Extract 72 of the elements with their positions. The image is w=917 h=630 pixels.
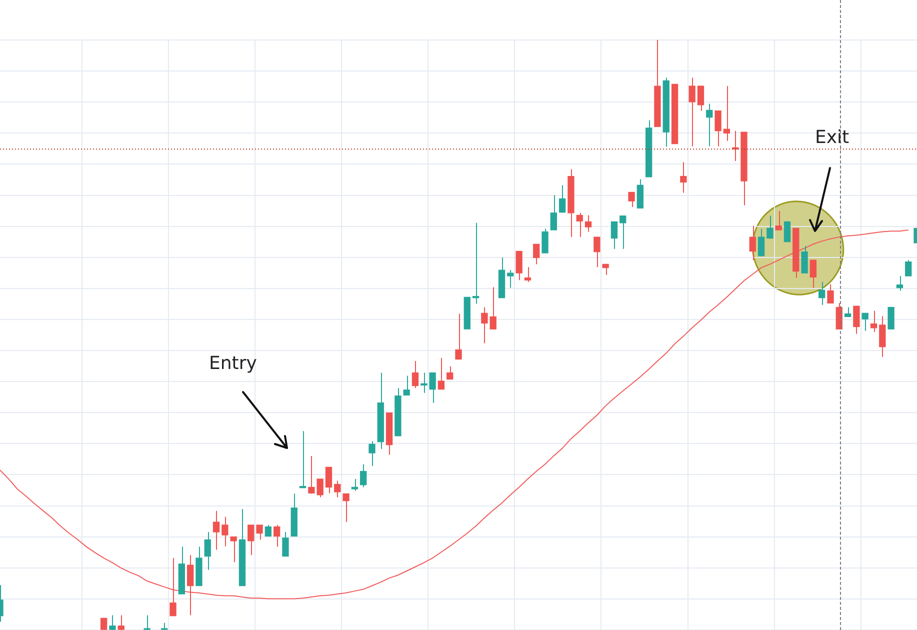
candlestick (299, 430, 306, 488)
candlestick (810, 260, 817, 288)
candlestick (446, 366, 454, 380)
candlestick (256, 524, 263, 540)
candlestick (325, 466, 332, 494)
candlestick (472, 222, 480, 304)
candlestick (594, 236, 600, 268)
candlestick (801, 245, 808, 274)
candlestick (558, 184, 566, 214)
candlestick (628, 192, 635, 208)
candlestick (507, 270, 514, 288)
candlestick (844, 306, 852, 318)
candlestick (212, 510, 220, 550)
candlestick (420, 372, 428, 394)
candlestick (403, 375, 410, 396)
candlestick (584, 214, 592, 232)
candlestick (334, 480, 341, 498)
candlestick (610, 221, 618, 250)
candlestick (429, 372, 436, 404)
candlestick (455, 313, 462, 360)
candlestick (204, 532, 211, 570)
candlestick (481, 306, 488, 344)
candlestick (100, 618, 108, 630)
candlestick (144, 614, 150, 630)
candlestick (723, 86, 730, 142)
candlestick (853, 306, 860, 334)
candlestick (680, 162, 687, 194)
candlestick (818, 281, 826, 306)
candlestick (248, 524, 254, 556)
candlestick (230, 536, 237, 563)
candlestick (697, 86, 704, 112)
annotation: Exit (815, 127, 850, 148)
candlestick (351, 478, 358, 492)
candlestick (274, 524, 280, 548)
candlestick (438, 358, 445, 390)
candlestick (688, 77, 696, 147)
candlestick (533, 244, 540, 265)
candlestick (775, 210, 782, 230)
candlestick (879, 316, 886, 358)
candlestick (862, 312, 868, 332)
candlestick (896, 276, 904, 292)
candlestick (316, 478, 324, 498)
annotation: Entry (209, 353, 257, 374)
candlestick (576, 212, 583, 238)
candlestick (749, 225, 756, 261)
candlestick (784, 220, 791, 242)
candlestick (412, 360, 419, 389)
candlestick (905, 260, 912, 276)
candlestick (516, 250, 522, 281)
candlestick (888, 306, 894, 330)
candlestick (308, 455, 315, 494)
candlestick (368, 440, 376, 466)
candlestick (620, 215, 626, 250)
candlestick (264, 524, 272, 537)
candlestick (706, 103, 713, 147)
candlestick (524, 266, 532, 282)
candlestick (870, 310, 878, 333)
candlestick (222, 516, 228, 547)
candlestick (636, 178, 644, 209)
candlestick (342, 493, 350, 523)
candlestick (360, 464, 367, 488)
candlestick (118, 614, 124, 630)
candlestick (490, 286, 496, 330)
candlestick (766, 215, 774, 239)
candlestick (714, 110, 722, 147)
candlestick (542, 228, 548, 254)
candlestick (282, 532, 289, 557)
candlestick (827, 284, 834, 304)
candlestick (550, 194, 557, 230)
candlestick (602, 264, 609, 276)
candlestick (109, 614, 116, 630)
candlestick (758, 228, 765, 256)
